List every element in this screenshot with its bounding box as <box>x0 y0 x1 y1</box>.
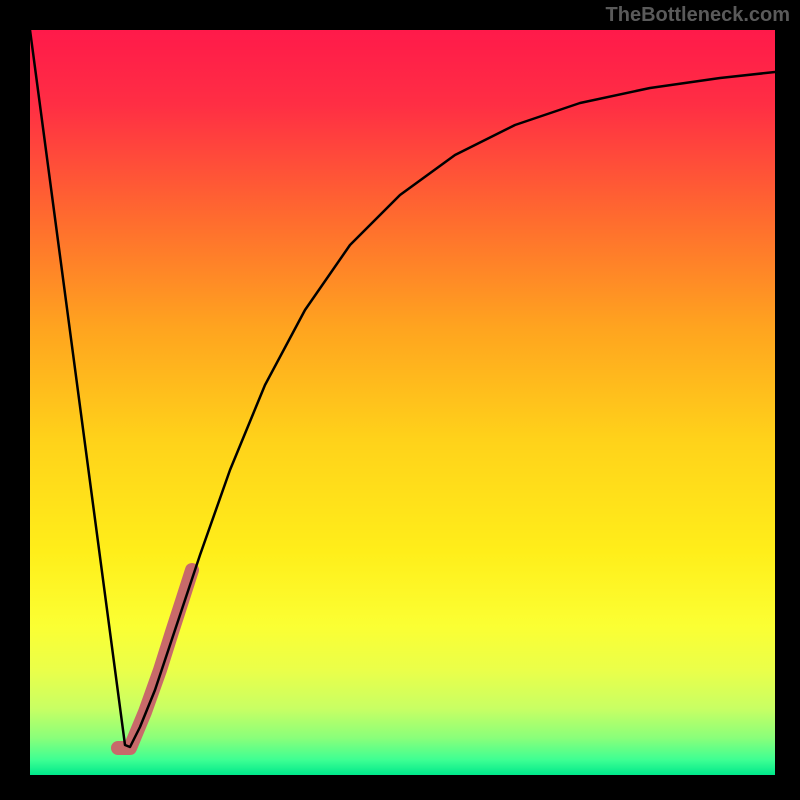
gradient-background <box>30 30 775 775</box>
chart-svg <box>0 0 800 800</box>
watermark-text: TheBottleneck.com <box>606 4 790 27</box>
chart-container <box>0 0 800 800</box>
